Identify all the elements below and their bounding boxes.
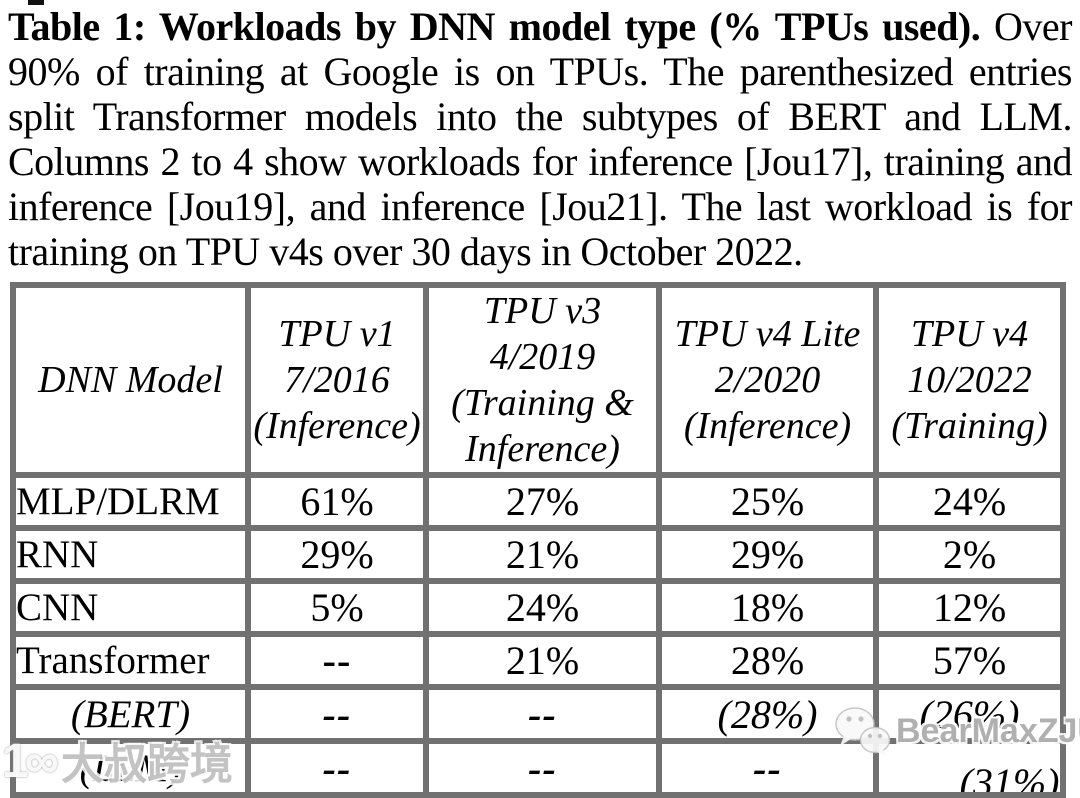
value-cell: 24% <box>423 578 662 637</box>
column-header-tpu-v1: TPU v1 7/2016 (Inference) <box>245 282 429 478</box>
table-row-llm: (LLM) -- -- -- (31%) <box>10 738 1066 798</box>
value-cell: 27% <box>423 472 662 531</box>
value-cell: 61% <box>245 472 429 531</box>
model-cell: Transformer <box>10 631 251 690</box>
value-cell: -- <box>423 738 662 798</box>
value-cell: 28% <box>656 631 879 690</box>
value-cell: 25% <box>656 472 879 531</box>
value-cell: 29% <box>656 525 879 584</box>
table-row-transformer: Transformer -- 21% 28% 57% <box>10 631 1066 690</box>
value-cell: 21% <box>423 525 662 584</box>
table-row-mlp-dlrm: MLP/DLRM 61% 27% 25% 24% <box>10 472 1066 531</box>
model-cell: (LLM) <box>10 738 251 798</box>
model-cell: CNN <box>10 578 251 637</box>
model-cell: (BERT) <box>10 684 251 744</box>
table-caption: Table 1: Workloads by DNN model type (% … <box>8 4 1073 274</box>
value-cell: -- <box>245 631 429 690</box>
table-row-bert: (BERT) -- -- (28%) (26%) <box>10 684 1066 744</box>
value-text: (31%) <box>959 759 1060 795</box>
value-cell: 12% <box>873 578 1066 637</box>
value-cell: 18% <box>656 578 879 637</box>
column-header-tpu-v4: TPU v4 10/2022 (Training) <box>873 282 1066 478</box>
value-cell: -- <box>245 684 429 744</box>
column-header-dnn-model: DNN Model <box>10 282 251 478</box>
value-cell: 29% <box>245 525 429 584</box>
table-row-cnn: CNN 5% 24% 18% 12% <box>10 578 1066 637</box>
column-header-tpu-v3: TPU v3 4/2019 (Training & Inference) <box>423 282 662 478</box>
value-cell: -- <box>656 738 879 798</box>
value-cell: (31%) <box>873 738 1066 798</box>
value-cell: (26%) <box>873 684 1066 744</box>
table-row-rnn: RNN 29% 21% 29% 2% <box>10 525 1066 584</box>
value-cell: 21% <box>423 631 662 690</box>
workloads-table: DNN Model TPU v1 7/2016 (Inference) TPU … <box>10 282 1066 798</box>
value-cell: -- <box>423 684 662 744</box>
scan-artifact <box>28 0 44 5</box>
caption-title: Table 1: Workloads by DNN model type (% … <box>8 4 981 49</box>
model-cell: RNN <box>10 525 251 584</box>
value-cell: (28%) <box>656 684 879 744</box>
value-cell: 5% <box>245 578 429 637</box>
value-cell: 57% <box>873 631 1066 690</box>
caption-body: Over 90% of training at Google is on TPU… <box>8 4 1073 274</box>
model-cell: MLP/DLRM <box>10 472 251 531</box>
value-cell: -- <box>245 738 429 798</box>
column-header-tpu-v4-lite: TPU v4 Lite 2/2020 (Inference) <box>656 282 879 478</box>
value-cell: 2% <box>873 525 1066 584</box>
workloads-table-container: DNN Model TPU v1 7/2016 (Inference) TPU … <box>10 282 1066 798</box>
value-cell: 24% <box>873 472 1066 531</box>
header-row: DNN Model TPU v1 7/2016 (Inference) TPU … <box>10 282 1066 478</box>
